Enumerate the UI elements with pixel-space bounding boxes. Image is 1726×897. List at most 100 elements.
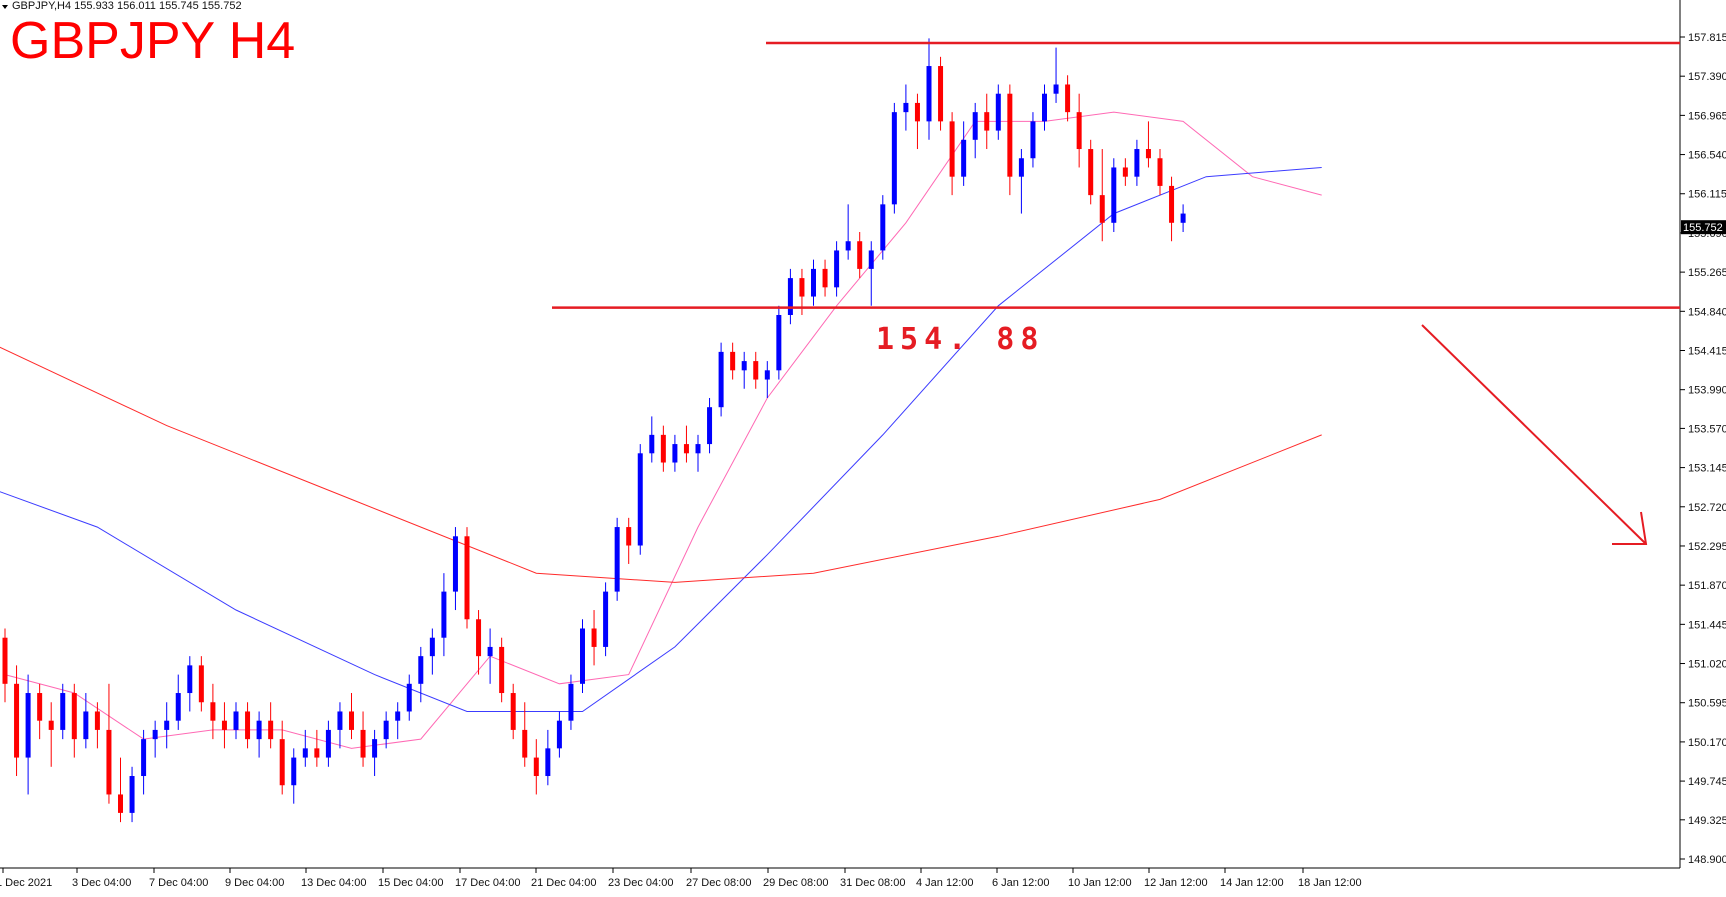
time-tick-label: 12 Jan 12:00 (1144, 877, 1208, 889)
price-tick-label: 149.325 (1688, 815, 1726, 827)
bull-candle (1134, 149, 1140, 177)
bear-candle (14, 683, 20, 758)
time-axis: 1 Dec 2021 3 Dec 04:00 7 Dec 04:00 9 Dec 04… (0, 868, 1362, 889)
bear-candle (314, 748, 320, 758)
bear-candle (938, 66, 944, 122)
time-tick-label: 3 Dec 04:00 (72, 877, 131, 889)
bull-candle (441, 591, 447, 638)
bear-candle (106, 729, 112, 795)
bull-candle (291, 757, 297, 786)
bear-candle (1169, 185, 1175, 223)
bear-candle (1145, 149, 1151, 159)
time-tick-label: 1 Dec 2021 (0, 877, 52, 889)
bear-candle (48, 720, 54, 730)
bear-candle (857, 241, 863, 269)
chart-big-title: GBPJPY H4 (10, 12, 295, 70)
time-tick-label: 21 Dec 04:00 (531, 877, 596, 889)
price-tick-label: 157.390 (1688, 71, 1726, 83)
price-tick-label: 156.540 (1688, 150, 1726, 162)
time-tick-label: 14 Jan 12:00 (1220, 877, 1284, 889)
bull-candle (1018, 158, 1024, 177)
bull-candle (764, 370, 770, 380)
bull-candle (233, 711, 239, 730)
price-tick-label: 152.720 (1688, 502, 1726, 514)
bull-candle (487, 646, 493, 657)
bull-candle (880, 204, 886, 251)
collapse-triangle-icon[interactable] (2, 5, 8, 9)
bear-candle (221, 720, 227, 730)
bull-candle (129, 776, 135, 813)
bear-candle (268, 720, 274, 740)
candles (2, 38, 1186, 823)
time-tick-label: 7 Dec 04:00 (149, 877, 208, 889)
price-tick-label: 156.965 (1688, 110, 1726, 122)
bear-candle (626, 527, 632, 546)
bear-candle (730, 351, 736, 371)
bull-candle (1180, 213, 1186, 223)
bear-candle (1065, 84, 1071, 113)
bear-candle (591, 628, 597, 647)
bull-candle (961, 139, 967, 177)
bear-candle (1099, 195, 1105, 223)
bear-candle (464, 536, 470, 620)
price-axis: 157.815157.390156.965156.540156.115155.6… (1680, 32, 1726, 866)
bear-candle (1122, 167, 1128, 177)
bull-candle (429, 637, 435, 657)
time-tick-label: 29 Dec 08:00 (763, 877, 828, 889)
bull-candle (776, 314, 782, 371)
time-tick-label: 27 Dec 08:00 (686, 877, 751, 889)
bear-candle (499, 646, 505, 694)
bear-candle (118, 794, 123, 813)
bull-candle (845, 241, 851, 251)
time-tick-label: 23 Dec 04:00 (608, 877, 673, 889)
price-tick-label: 157.815 (1688, 32, 1726, 44)
bull-candle (83, 711, 89, 740)
price-tick-label: 149.745 (1688, 776, 1726, 788)
bull-candle (649, 434, 655, 454)
bull-candle (383, 720, 389, 740)
time-tick-label: 13 Dec 04:00 (301, 877, 366, 889)
bull-candle (926, 66, 932, 122)
bull-candle (972, 112, 978, 140)
price-tick-label: 153.570 (1688, 423, 1726, 435)
time-tick-label: 6 Jan 12:00 (992, 877, 1050, 889)
bull-candle (25, 693, 31, 758)
bull-candle (152, 729, 158, 740)
bull-candle (325, 729, 331, 758)
time-tick-label: 31 Dec 08:00 (840, 877, 905, 889)
price-tick-label: 153.990 (1688, 385, 1726, 397)
support-resistance-lines (552, 41, 1680, 309)
price-tick-label: 152.295 (1688, 541, 1726, 553)
bull-candle (903, 102, 909, 113)
bear-candle (1076, 112, 1082, 150)
bull-candle (418, 656, 424, 684)
time-tick-label: 17 Dec 04:00 (455, 877, 520, 889)
price-tick-label: 156.115 (1688, 189, 1726, 201)
bear-candle (533, 757, 539, 777)
bear-candle (2, 637, 8, 684)
bull-candle (452, 536, 458, 592)
time-tick-label: 18 Jan 12:00 (1298, 877, 1362, 889)
bear-candle (522, 729, 528, 758)
bear-candle (1088, 149, 1094, 196)
bull-candle (695, 444, 701, 454)
time-tick-label: 15 Dec 04:00 (378, 877, 443, 889)
bull-candle (164, 720, 170, 730)
bull-candle (337, 711, 343, 730)
price-tick-label: 148.900 (1688, 854, 1726, 866)
bull-candle (406, 683, 412, 712)
bear-candle (1157, 158, 1163, 186)
bull-candle (672, 444, 678, 463)
bull-candle (1053, 84, 1059, 94)
support-level-label: 154. 88 (876, 322, 1044, 357)
bear-candle (210, 702, 216, 721)
down-arrow-annotation (1421, 324, 1648, 545)
bear-candle (349, 711, 354, 730)
bull-candle (1030, 121, 1036, 159)
last-price-text: 155.752 (1683, 222, 1723, 234)
bull-candle (395, 711, 401, 721)
time-tick-label: 4 Jan 12:00 (916, 877, 974, 889)
price-tick-label: 155.265 (1688, 267, 1726, 279)
